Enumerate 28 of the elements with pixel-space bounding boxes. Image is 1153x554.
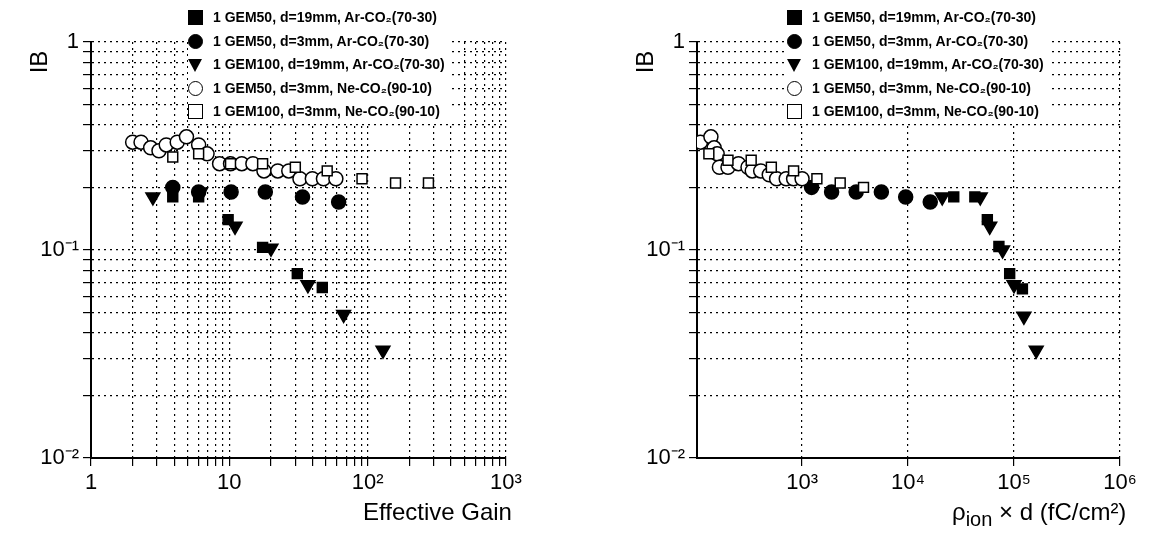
x-tick-label: 1	[84, 469, 98, 495]
legend-label: 1 GEM50, d=19mm, Ar-CO₂(70-30)	[213, 8, 437, 27]
legend-label: 1 GEM100, d=19mm, Ar-CO₂(70-30)	[213, 55, 445, 74]
legend-label: 1 GEM100, d=19mm, Ar-CO₂(70-30)	[812, 55, 1044, 74]
y-tick-label: 10⁻¹	[40, 236, 79, 262]
x-tick-label: 10⁶	[1103, 469, 1137, 495]
x-axis-title: Effective Gain	[363, 498, 512, 526]
y-axis-title: IB	[630, 50, 659, 74]
legend-label: 1 GEM50, d=3mm, Ne-CO₂(90-10)	[812, 78, 1032, 98]
legend-label: 1 GEM50, d=3mm, Ne-CO₂(90-10)	[213, 78, 433, 98]
legend-label: 1 GEM100, d=3mm, Ne-CO₂(90-10)	[213, 102, 440, 121]
legend-label: 1 GEM50, d=19mm, Ar-CO₂(70-30)	[812, 8, 1036, 27]
legend-label: 1 GEM50, d=3mm, Ar-CO₂(70-30)	[213, 31, 430, 51]
y-tick-label: 10⁻²	[40, 444, 79, 470]
y-axis-title: IB	[24, 50, 53, 74]
x-tick-label: 10³	[490, 469, 522, 495]
legend-label: 1 GEM50, d=3mm, Ar-CO₂(70-30)	[812, 31, 1029, 51]
x-tick-label: 10	[217, 469, 242, 495]
x-tick-label: 10⁴	[891, 469, 926, 495]
x-tick-label: 10⁵	[997, 469, 1031, 495]
x-tick-label: 10²	[351, 469, 384, 495]
legend-label: 1 GEM100, d=3mm, Ne-CO₂(90-10)	[812, 102, 1039, 121]
y-tick-label: 10⁻²	[646, 444, 685, 470]
y-tick-label: 1	[672, 28, 685, 54]
x-tick-label: 10³	[786, 469, 818, 495]
x-axis-title: ρ$_{ion}$ × d (fC/cm²)	[952, 498, 1127, 531]
y-tick-label: 1	[66, 28, 79, 54]
y-tick-label: 10⁻¹	[646, 236, 685, 262]
